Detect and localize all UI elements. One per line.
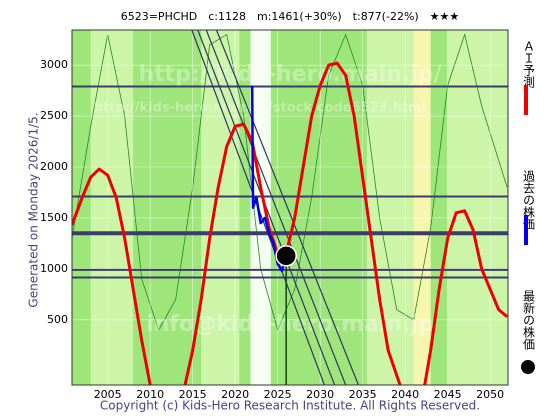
x-tick-label: 2010 (136, 388, 164, 401)
legend-label: ＡＩ予測 (522, 40, 536, 89)
axes: 2005 2010 2015 2020 2025 2030 2035 2040 2045 2050… (40, 29, 536, 401)
trend-line (205, 30, 347, 385)
plot-frame (71, 29, 509, 386)
latest-price (275, 245, 297, 267)
series-line (250, 85, 288, 273)
x-tick-label: 2025 (264, 388, 292, 401)
x-tick-label: 2030 (306, 388, 334, 401)
band (90, 30, 134, 385)
side-note: Generated on Monday 2026/1/5. (27, 112, 41, 307)
x-tick-label: 2040 (391, 388, 419, 401)
x-tick-label: 2005 (94, 388, 122, 401)
x-tick-label: 2050 (476, 388, 504, 401)
legend-swatch (521, 360, 535, 374)
trend-line (215, 30, 359, 385)
legend-label: 最新の株価 (522, 290, 536, 350)
plot-area: http://kids-hero.main.jp/http://kids-her… (72, 30, 508, 385)
legend-label: 過去の株価 (522, 170, 536, 230)
y-tick-label: 500 (47, 313, 68, 326)
y-tick-label: 1000 (40, 262, 68, 275)
copyright: Copyright (c) Kids-Hero Research Institu… (100, 399, 480, 413)
band (366, 30, 414, 385)
chart-title: 6523=PHCHD c:1128 m:1461(+30%) t:877(-22… (121, 10, 460, 23)
legend-swatch (524, 85, 528, 115)
x-tick-label: 2035 (349, 388, 377, 401)
y-tick-label: 2000 (40, 160, 68, 173)
y-tick-label: 3000 (40, 58, 68, 71)
legend-swatch (524, 215, 528, 245)
series-line (72, 61, 508, 385)
watermark: http://kids-hero.main.jp/stock/code6523.… (94, 101, 426, 116)
band (447, 30, 508, 385)
x-tick-label: 2015 (179, 388, 207, 401)
y-tick-label: 1500 (40, 211, 68, 224)
y-tick-label: 2500 (40, 109, 68, 122)
watermark: http://kids-hero.main.jp/ (138, 62, 442, 87)
watermark: info@kids-hero.main.jp (146, 312, 434, 337)
x-tick-label: 2045 (434, 388, 462, 401)
band (250, 30, 271, 385)
x-tick-label: 2020 (221, 388, 249, 401)
